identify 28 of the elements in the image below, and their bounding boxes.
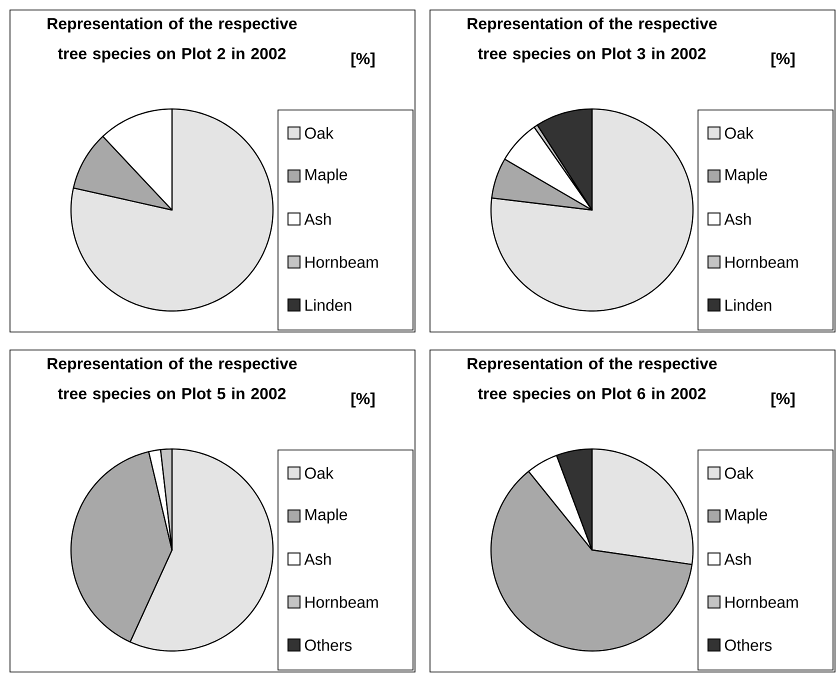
legend-label: Hornbeam [726,256,798,268]
legend-label: Oak [724,127,754,139]
chart-subtitle: [%] [351,52,375,68]
legend-label: Linden [306,299,352,311]
legend-label: Ash [724,553,751,565]
legend-label: Linden [726,299,772,311]
chart-title: Representation of the respective tree species on Plot 6 in 2002 [468,358,717,402]
legend-label: Others [304,639,352,651]
legend-label: Ash [724,213,751,225]
legend-label: Maple [306,168,348,184]
chart-subtitle: [%] [771,52,795,68]
legend-label: Ash [304,213,331,225]
legend-label: Maple [306,508,348,524]
legend-label: Maple [726,508,768,524]
legend-label: Oak [304,127,334,139]
legend-label: Maple [726,168,768,184]
chart-title: Representation of the respective tree species on Plot 3 in 2002 [468,18,717,62]
legend-label: Ash [304,553,331,565]
chart-subtitle: [%] [351,392,375,408]
legend-label: Hornbeam [306,596,378,608]
chart-title: Representation of the respective tree species on Plot 5 in 2002 [48,358,297,402]
legend-label: Oak [304,467,334,479]
chart-subtitle: [%] [771,392,795,408]
legend-label: Hornbeam [306,256,378,268]
legend-label: Others [724,639,772,651]
legend-label: Oak [724,467,754,479]
chart-title: Representation of the respective tree species on Plot 2 in 2002 [48,18,297,62]
legend-label: Hornbeam [726,596,798,608]
